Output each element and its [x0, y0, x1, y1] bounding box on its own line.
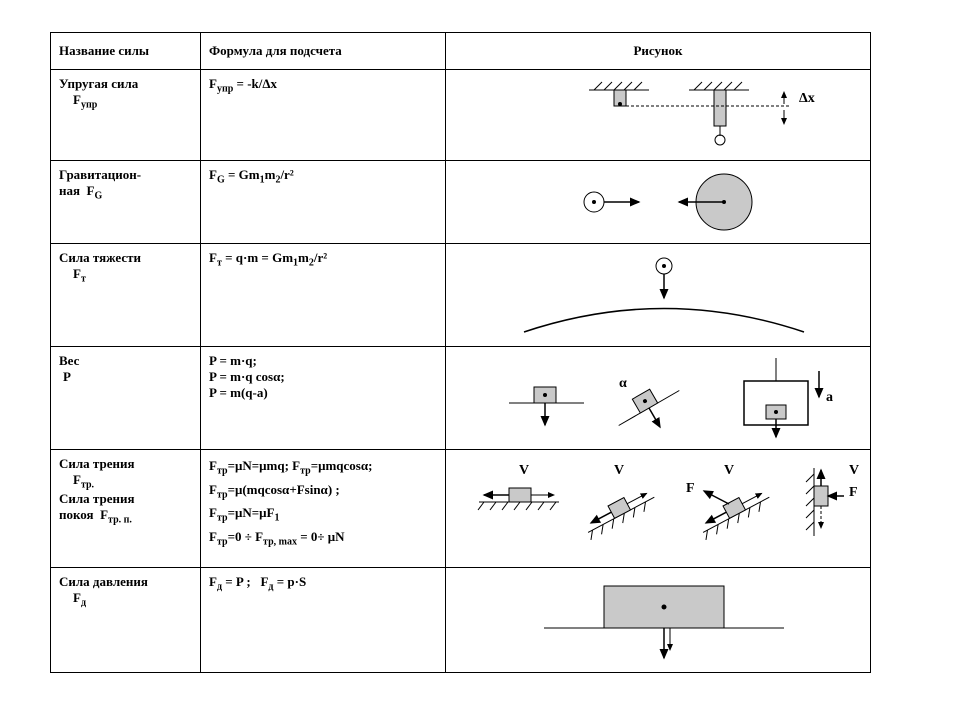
svg-text:V: V — [724, 463, 734, 478]
gravity-symbol: Fт — [59, 266, 192, 285]
row-weight: Вес P P = m·q; P = m·q cosα; P = m(q-a) … — [51, 347, 871, 450]
svg-text:V: V — [519, 463, 529, 478]
row-gravitational: Гравитацион-ная FG FG = Gm1m2/r² — [51, 161, 871, 244]
gravity-formula: Fт = q·m = Gm1m2/r² — [209, 250, 327, 265]
friction-formulas: Fтр=μN=μmq; Fтр=μmqcosα; Fтр=μ(mqcosα+Fs… — [209, 456, 437, 550]
alpha-label: α — [619, 376, 627, 391]
weight-symbol: P — [59, 369, 192, 385]
elastic-symbol: Fупр — [59, 92, 192, 111]
pressure-formula: Fд = P ; Fд = p·S — [209, 574, 306, 589]
elastic-figure: Δx — [454, 76, 877, 154]
friction-name2: Сила трения покоя Fтр. п. — [59, 491, 134, 522]
header-formula: Формула для подсчета — [201, 33, 446, 70]
weight-formula: P = m·q; P = m·q cosα; P = m(q-a) — [209, 353, 437, 401]
pressure-symbol: Fд — [59, 590, 192, 609]
header-name: Название силы — [51, 33, 201, 70]
friction-sym1: Fтр. — [59, 472, 192, 491]
svg-text:F: F — [849, 485, 858, 500]
weight-name: Вес — [59, 353, 79, 368]
pressure-name: Сила давления — [59, 574, 148, 589]
elastic-formula: Fупр = -k/Δx — [209, 76, 277, 91]
row-gravity: Сила тяжести Fт Fт = q·m = Gm1m2/r² — [51, 244, 871, 347]
row-elastic: Упругая сила Fупр Fупр = -k/Δx — [51, 70, 871, 161]
forces-table: Название силы Формула для подсчета Рисун… — [50, 32, 871, 673]
delta-x-label: Δx — [799, 91, 815, 106]
friction-name1: Сила трения — [59, 456, 134, 471]
a-label: a — [826, 390, 833, 405]
svg-text:F: F — [686, 481, 695, 496]
gravity-name: Сила тяжести — [59, 250, 141, 265]
svg-text:V: V — [614, 463, 624, 478]
row-friction: Сила трения Fтр. Сила трения покоя Fтр. … — [51, 450, 871, 568]
svg-text:V: V — [849, 463, 859, 478]
weight-figure: α a — [454, 353, 877, 443]
header-figure: Рисунок — [446, 33, 871, 70]
elastic-name: Упругая сила — [59, 76, 138, 91]
pressure-figure — [454, 574, 877, 666]
row-pressure: Сила давления Fд Fд = P ; Fд = p·S — [51, 568, 871, 673]
gravity-figure — [454, 250, 877, 340]
grav-figure — [454, 167, 877, 237]
friction-figure: V V — [454, 456, 877, 561]
grav-name: Гравитацион-ная FG — [59, 167, 141, 198]
grav-formula: FG = Gm1m2/r² — [209, 167, 294, 182]
